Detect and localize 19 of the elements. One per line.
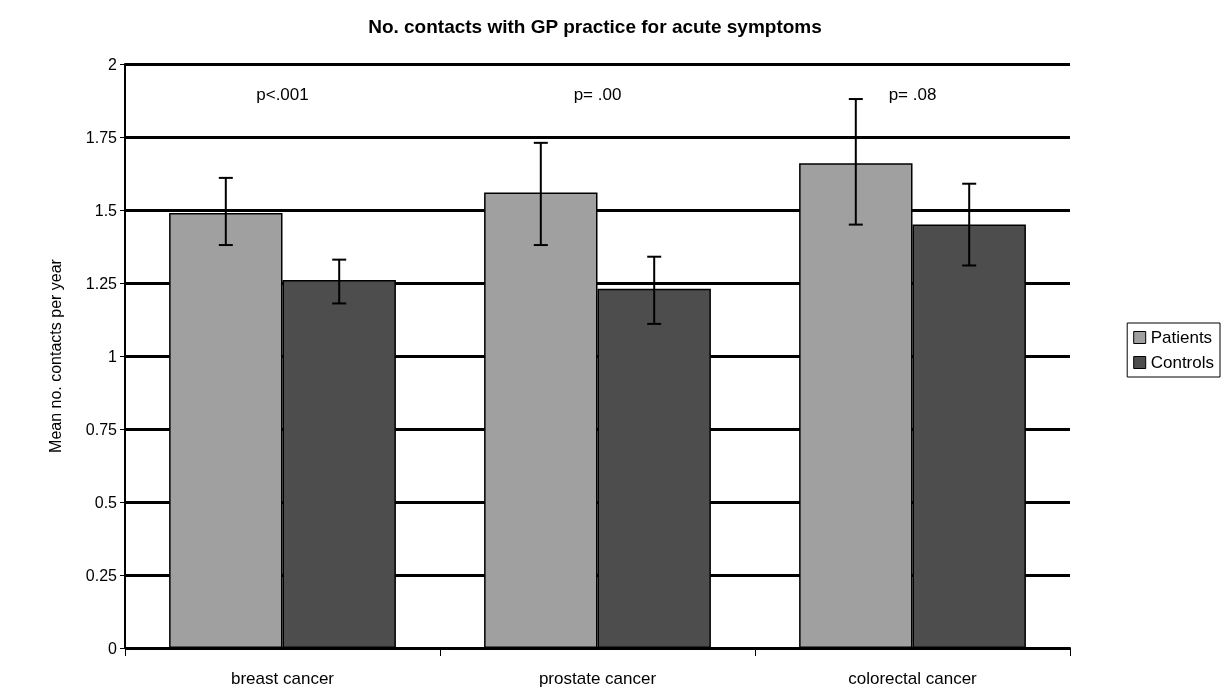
chart-title: No. contacts with GP practice for acute symptoms bbox=[368, 16, 822, 37]
y-tick-label: 2 bbox=[108, 55, 118, 73]
y-tick-label: 1 bbox=[108, 347, 118, 365]
y-tick-label: 0.25 bbox=[85, 566, 118, 584]
x-tick-label: colorectal cancer bbox=[848, 669, 978, 688]
x-tick-label: prostate cancer bbox=[538, 669, 657, 688]
annotation: p= .00 bbox=[573, 84, 622, 104]
y-tick-label: 0.75 bbox=[85, 420, 118, 438]
x-tick-label: breast cancer bbox=[231, 669, 335, 688]
y-axis-title: Mean no. contacts per year bbox=[46, 258, 64, 453]
y-tick-label: 1.25 bbox=[85, 274, 118, 292]
y-tick-label: 1.5 bbox=[94, 201, 118, 219]
y-tick-label: 0 bbox=[108, 639, 118, 657]
legend-label: Patients bbox=[1150, 328, 1213, 347]
y-tick-label: 1.75 bbox=[85, 128, 118, 146]
legend-label: Controls bbox=[1150, 353, 1215, 372]
annotation: p= .08 bbox=[888, 84, 937, 104]
y-tick-label: 0.5 bbox=[94, 493, 118, 511]
annotation: p<.001 bbox=[256, 84, 309, 104]
